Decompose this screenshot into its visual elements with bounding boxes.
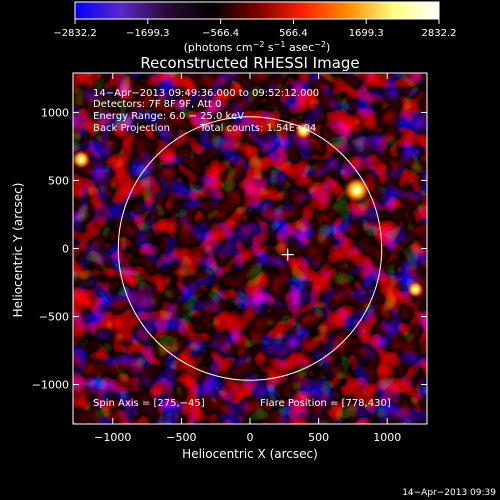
annotation-time: 14−Apr−2013 09:49:36.000 to 09:52:12.000	[93, 88, 319, 99]
x-tick-label: 1000	[373, 431, 401, 444]
colorbar-tick-label: −1699.3	[126, 28, 169, 39]
y-tick-label: −500	[39, 311, 69, 324]
annotation-spin-axis: Spin Axis = [275,−45]	[93, 398, 205, 409]
x-tick-label: −1000	[94, 431, 131, 444]
annotation-flare-position: Flare Position = [778,430]	[260, 398, 391, 409]
y-tick-label: −1000	[32, 379, 69, 392]
colorbar-tick-label: −566.4	[202, 28, 239, 39]
colorbar: −2832.2 −1699.3 −566.4 566.4 1699.3 2832.2 (p…	[53, 1, 457, 54]
spin-axis-marker	[281, 248, 294, 261]
colorbar-tick-label: 1699.3	[349, 28, 384, 39]
annotation-block: 14−Apr−2013 09:49:36.000 to 09:52:12.000…	[93, 88, 391, 409]
reconstructed-image	[73, 73, 427, 424]
colorbar-strip	[74, 1, 440, 20]
annotation-detectors: Detectors: 7F 8F 9F, Att 0	[93, 99, 221, 110]
annotation-energy: Energy Range: 6.0 − 25.0 keV	[93, 111, 244, 122]
y-axis-label: Heliocentric Y (arcsec)	[11, 183, 25, 318]
chart-title: Reconstructed RHESSI Image	[140, 54, 359, 72]
bright-sources	[73, 122, 424, 298]
bright-source	[406, 280, 424, 298]
annotation-method: Back Projection	[93, 123, 170, 134]
x-tick-label: 500	[308, 431, 329, 444]
colorbar-units: (photons cm−2 s−1 asec−2)	[184, 40, 331, 54]
x-tick-label: −500	[166, 431, 196, 444]
y-tick-label: 0	[62, 243, 69, 256]
colorbar-tick-label: 2832.2	[422, 28, 457, 39]
plot-area	[73, 73, 427, 424]
footer-timestamp: 14−Apr−2013 09:39	[402, 488, 496, 498]
y-tick-label: 1000	[41, 106, 69, 119]
bright-source	[343, 177, 370, 203]
axis-ticks: −1000 −500 0 500 1000 −1000 −500 0 500 1000	[32, 73, 427, 444]
annotation-counts: Total counts: 1.54E+04	[199, 123, 316, 134]
colorbar-tick-label: 566.4	[279, 28, 308, 39]
x-axis-label: Heliocentric X (arcsec)	[182, 447, 318, 461]
x-tick-label: 0	[247, 431, 254, 444]
colorbar-ticks: −2832.2 −1699.3 −566.4 566.4 1699.3 2832.2	[53, 19, 457, 39]
y-tick-label: 500	[48, 174, 69, 187]
bright-source	[73, 149, 91, 169]
colorbar-tick-label: −2832.2	[53, 28, 96, 39]
solar-limb-circle	[117, 116, 383, 381]
